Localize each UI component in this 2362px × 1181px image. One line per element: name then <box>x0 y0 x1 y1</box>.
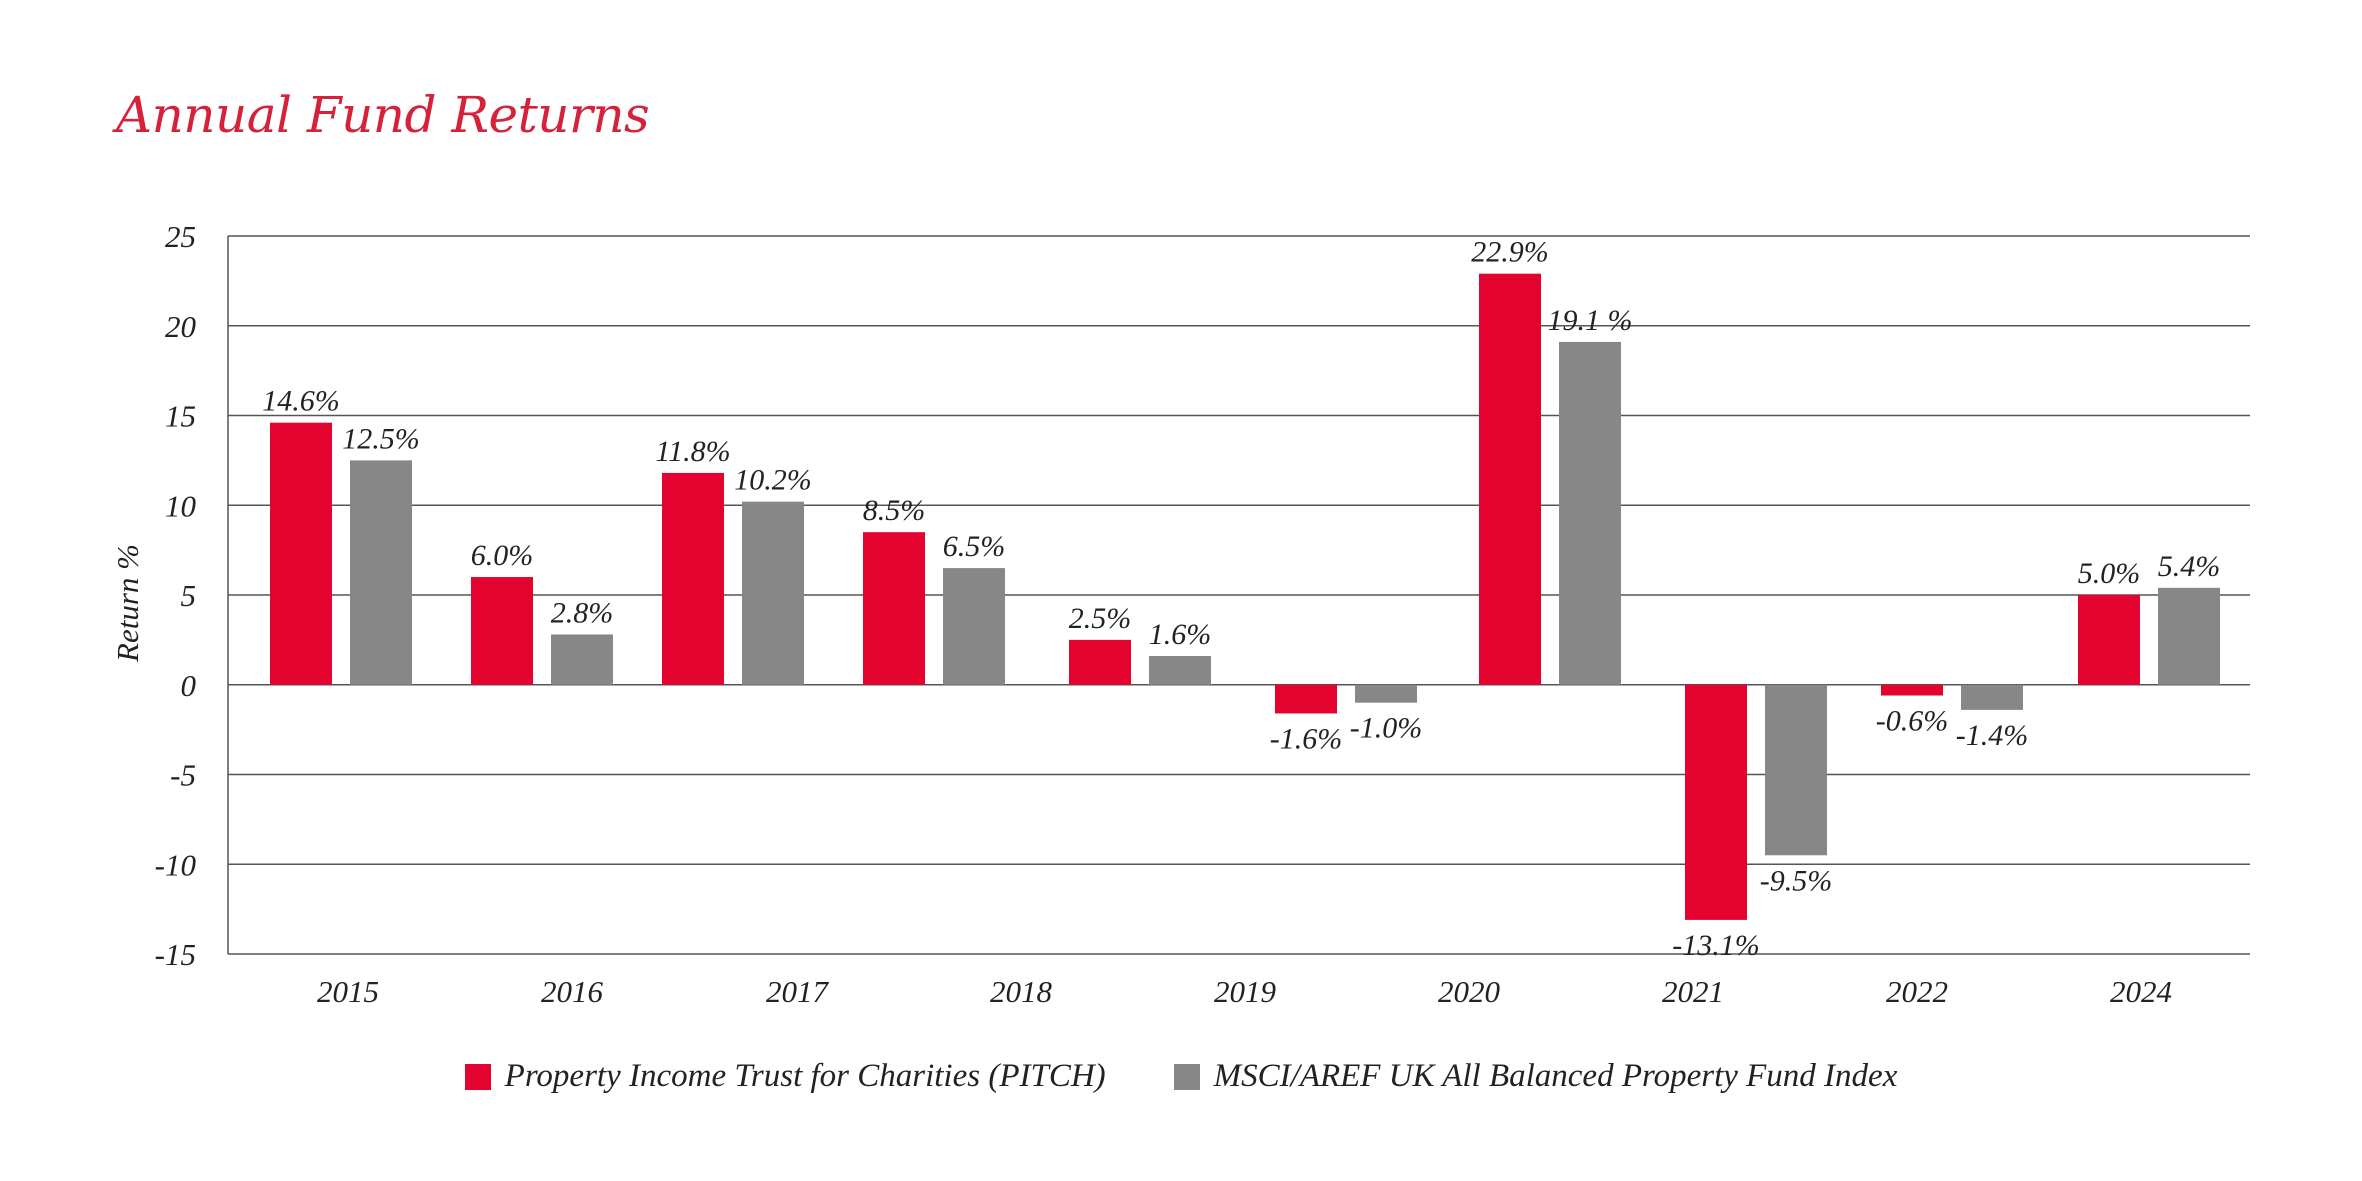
data-label: 1.6% <box>1149 618 1212 651</box>
x-tick-label: 2019 <box>1214 974 1276 1009</box>
bar-pitch <box>2078 595 2140 685</box>
bar-pitch <box>1275 684 1337 714</box>
bar-pitch <box>1479 273 1541 685</box>
data-label: 11.8% <box>655 435 730 468</box>
chart-title: Annual Fund Returns <box>116 86 650 144</box>
y-tick-label: 5 <box>181 578 197 613</box>
bar-pitch <box>270 422 332 685</box>
bar-msci <box>1559 341 1621 685</box>
bar-msci <box>551 634 613 685</box>
y-tick-label: -5 <box>170 758 196 793</box>
data-label: 6.5% <box>943 530 1006 563</box>
y-tick-label: 15 <box>165 399 196 434</box>
x-tick-label: 2017 <box>766 974 830 1009</box>
data-label: 10.2% <box>734 464 812 497</box>
data-label: -0.6% <box>1876 705 1948 738</box>
bar-msci <box>2158 587 2220 685</box>
bar-msci <box>943 568 1005 685</box>
legend-label-msci: MSCI/AREF UK All Balanced Property Fund … <box>1213 1058 1898 1094</box>
data-label: -13.1% <box>1672 929 1759 962</box>
legend-item-msci: MSCI/AREF UK All Balanced Property Fund … <box>1173 1058 1898 1095</box>
bar-pitch <box>1069 639 1131 685</box>
data-label: 19.1 % <box>1548 304 1633 337</box>
y-tick-label: 20 <box>165 309 197 344</box>
x-tick-label: 2015 <box>317 974 379 1009</box>
bar-msci <box>1149 656 1211 685</box>
legend-label-pitch: Property Income Trust for Charities (PIT… <box>504 1058 1106 1094</box>
data-label: -9.5% <box>1760 864 1832 897</box>
bar-msci <box>1355 684 1417 703</box>
y-axis-title: Return % <box>110 544 145 663</box>
data-label: -1.6% <box>1270 722 1342 755</box>
data-label: -1.0% <box>1350 712 1422 745</box>
bar-pitch <box>471 577 533 685</box>
bar-pitch <box>662 472 724 685</box>
x-tick-label: 2018 <box>990 974 1053 1009</box>
data-label: 2.5% <box>1069 602 1132 635</box>
bar-msci <box>1961 684 2023 710</box>
x-tick-label: 2020 <box>1438 974 1501 1009</box>
data-label: 5.0% <box>2078 557 2141 590</box>
x-tick-label: 2016 <box>541 974 604 1009</box>
legend: Property Income Trust for Charities (PIT… <box>0 1058 2362 1095</box>
data-label: 12.5% <box>342 422 420 455</box>
data-label: 14.6% <box>262 385 340 418</box>
data-label: -1.4% <box>1956 719 2028 752</box>
y-tick-label: 0 <box>181 668 197 703</box>
bar-pitch <box>863 532 925 685</box>
data-label: 6.0% <box>471 539 534 572</box>
x-tick-label: 2022 <box>1886 974 1948 1009</box>
legend-swatch-pitch <box>464 1063 491 1090</box>
y-tick-label: -10 <box>155 847 197 882</box>
data-label: 8.5% <box>863 494 926 527</box>
data-label: 5.4% <box>2158 550 2221 583</box>
y-tick-label: 10 <box>165 488 197 523</box>
y-tick-label: -15 <box>155 937 196 972</box>
x-tick-label: 2021 <box>1662 974 1724 1009</box>
x-tick-label: 2024 <box>2110 974 2172 1009</box>
bar-pitch <box>1881 684 1943 696</box>
legend-swatch-msci <box>1173 1063 1200 1090</box>
bar-pitch <box>1685 684 1747 920</box>
bar-msci <box>742 501 804 685</box>
legend-item-pitch: Property Income Trust for Charities (PIT… <box>464 1058 1106 1095</box>
data-label: 22.9% <box>1471 236 1549 269</box>
data-label: 2.8% <box>551 596 614 629</box>
bar-msci <box>1765 684 1827 856</box>
bar-msci <box>350 460 412 685</box>
y-tick-label: 25 <box>165 219 196 254</box>
